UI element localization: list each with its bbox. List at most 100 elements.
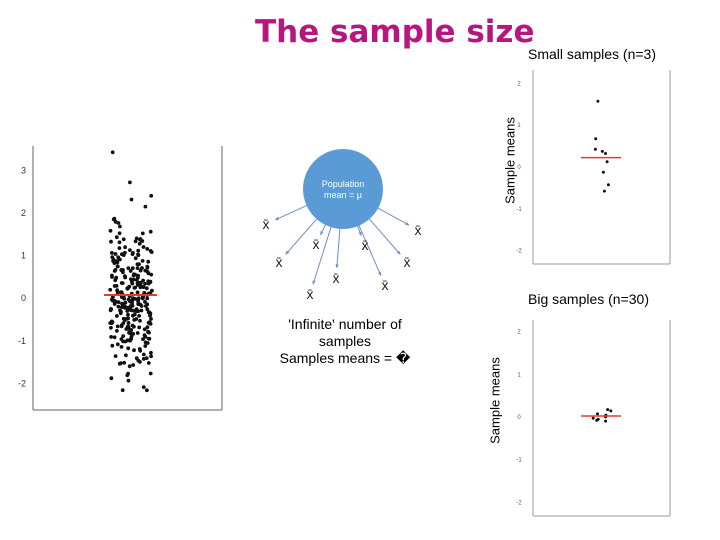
population-point — [120, 252, 124, 257]
population-point — [126, 316, 130, 321]
population-point — [109, 335, 113, 339]
population-point — [132, 312, 137, 317]
population-point — [110, 343, 115, 348]
population-point — [117, 231, 122, 236]
diagram-arrow — [312, 227, 332, 285]
population-point — [119, 337, 124, 341]
population-point — [112, 269, 117, 273]
population-point — [119, 345, 124, 349]
infinite-samples-text: 'Infinite' number of samples Samples mea… — [255, 316, 435, 367]
population-point — [123, 245, 127, 250]
big-point — [595, 418, 599, 422]
population-point — [136, 283, 140, 287]
population-point — [115, 260, 120, 265]
population-tick-label: 3 — [21, 165, 26, 175]
population-point — [135, 278, 139, 282]
big-point — [591, 416, 595, 420]
population-label: Population — [322, 179, 365, 189]
population-point — [127, 180, 132, 185]
diagram-arrow — [336, 228, 341, 269]
diagram-arrow — [274, 205, 307, 221]
population-tick-label: 2 — [21, 208, 26, 218]
population-point — [131, 363, 136, 367]
population-point — [143, 204, 148, 209]
population-point — [143, 334, 148, 339]
population-point — [130, 252, 135, 256]
population-point — [115, 314, 119, 318]
population-point — [109, 325, 113, 330]
population-point — [138, 237, 143, 241]
population-point — [147, 330, 151, 335]
population-point — [126, 297, 131, 302]
big-samples-chart: 2 1 0 -1 -2 — [516, 320, 671, 517]
diagram-arrowhead — [358, 231, 362, 236]
diagram-arrowhead — [320, 231, 324, 235]
small-tick-label: -2 — [516, 249, 522, 255]
population-point — [119, 268, 124, 273]
population-tick-label: 1 — [21, 251, 26, 261]
population-point — [147, 320, 152, 325]
population-point — [129, 197, 134, 202]
population-point — [117, 240, 122, 245]
population-point — [129, 308, 134, 313]
population-point — [123, 275, 128, 280]
population-point — [149, 193, 154, 198]
population-point — [117, 246, 122, 250]
infinite-line-3: Samples means = � — [279, 350, 411, 366]
population-point — [147, 336, 152, 341]
big-point — [609, 409, 613, 413]
population-point — [137, 241, 142, 246]
population-point — [149, 317, 153, 321]
population-point — [141, 352, 146, 357]
small-point — [600, 149, 604, 153]
population-point — [149, 354, 154, 359]
population-point — [145, 265, 150, 270]
population-point — [133, 256, 138, 261]
population-point — [112, 298, 117, 303]
population-point — [137, 325, 142, 330]
sample-mean-symbol: x̄ — [307, 286, 314, 302]
population-point — [115, 342, 120, 347]
population-point — [126, 312, 130, 317]
big-tick-label: 2 — [517, 330, 521, 336]
population-mean-label: mean = μ — [324, 190, 362, 200]
sample-mean-symbol: x̄ — [276, 254, 283, 270]
sample-mean-symbol: x̄ — [404, 254, 411, 270]
small-tick-label: 0 — [517, 165, 521, 171]
population-point — [112, 260, 117, 265]
population-point — [141, 245, 146, 249]
population-point — [114, 284, 119, 288]
population-point — [133, 285, 138, 290]
population-point — [125, 305, 130, 310]
population-point — [143, 344, 148, 348]
population-point — [123, 250, 127, 255]
population-point — [144, 286, 149, 291]
population-point — [128, 330, 133, 335]
slide-title: The sample size — [255, 14, 535, 50]
small-point — [605, 160, 609, 164]
population-point — [141, 337, 145, 341]
population-point — [140, 266, 144, 270]
population-point — [143, 268, 148, 273]
population-point — [142, 327, 147, 332]
population-point — [145, 388, 149, 393]
population-point — [148, 371, 153, 376]
population-point — [119, 290, 124, 295]
population-point — [109, 376, 114, 381]
population-point — [145, 307, 150, 312]
infinite-line-1: 'Infinite' number of — [288, 316, 402, 332]
population-point — [135, 262, 140, 267]
population-diagram: Population mean = μ x̄x̄ x̄x̄x̄x̄x̄x̄x̄ — [263, 149, 422, 302]
population-point — [119, 324, 124, 329]
big-tick-label: -2 — [516, 500, 522, 506]
population-point — [143, 281, 147, 286]
small-tick-label: 2 — [517, 81, 521, 87]
population-point — [113, 278, 118, 283]
sample-mean-symbol: x̄ — [362, 237, 369, 253]
big-tick-label: 0 — [517, 415, 521, 421]
population-point — [132, 348, 136, 353]
population-point — [121, 237, 126, 242]
population-point — [136, 296, 141, 301]
population-point — [148, 280, 153, 284]
small-samples-chart: 2 1 0 -1 -2 — [516, 70, 671, 265]
